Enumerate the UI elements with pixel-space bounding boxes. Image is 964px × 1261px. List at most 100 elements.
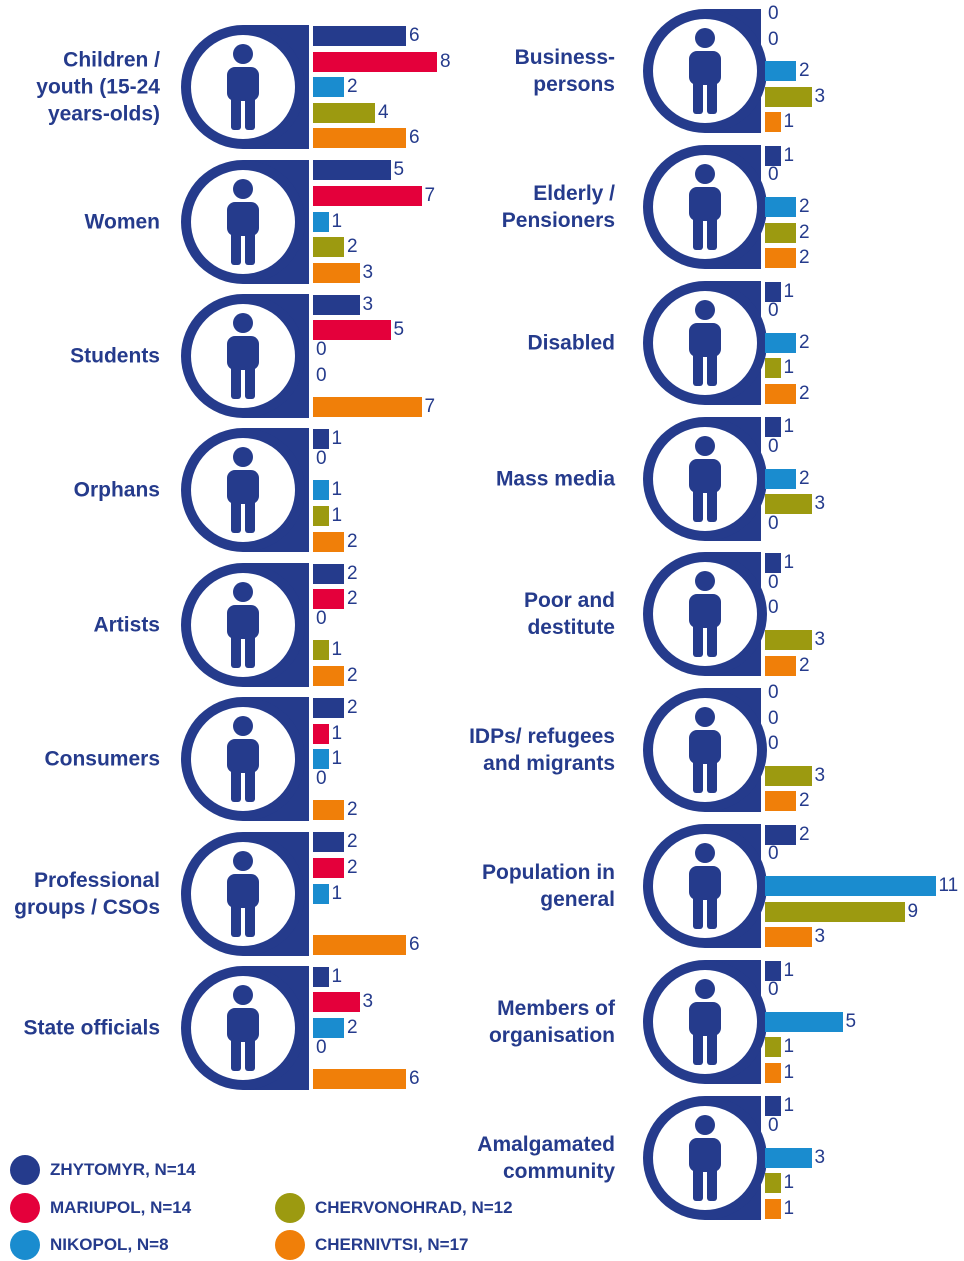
- value-label: 1: [783, 416, 795, 438]
- category-label: Artists: [93, 613, 160, 637]
- category-label: Amalgamated community: [477, 1132, 615, 1183]
- bar: [313, 883, 329, 904]
- legend-swatch: [275, 1193, 305, 1223]
- legend-label: ZHYTOMYR, N=14: [50, 1160, 196, 1179]
- icon: [227, 447, 259, 534]
- value-label: 6: [409, 127, 420, 149]
- icon: [689, 164, 721, 250]
- bar: [313, 186, 422, 206]
- icon: [689, 571, 721, 658]
- bar: [765, 281, 781, 302]
- bar: [765, 791, 796, 812]
- icon-circle: [653, 19, 757, 124]
- icon: [689, 299, 721, 386]
- category-label: Business-persons: [514, 46, 615, 97]
- value-label: 0: [768, 436, 779, 457]
- bar: [313, 429, 329, 450]
- category-label: Members of organisation: [488, 996, 615, 1047]
- icon: [227, 44, 259, 131]
- bar: [313, 102, 375, 123]
- value-label: 2: [347, 799, 358, 821]
- value-label: 2: [347, 562, 358, 584]
- value-label: 1: [783, 144, 795, 166]
- value-label: 1: [783, 111, 795, 133]
- icon: [689, 978, 721, 1065]
- category-label: Elderly / Pensioners: [501, 182, 615, 232]
- legend-item: ZHYTOMYR, N=14: [10, 1155, 196, 1185]
- value-label: 1: [783, 1095, 795, 1117]
- bar: [313, 992, 360, 1013]
- bar: [313, 26, 406, 46]
- icon: [689, 435, 721, 522]
- value-label: 5: [393, 159, 405, 181]
- category-label: Students: [70, 344, 160, 368]
- value-label: 3: [814, 629, 826, 650]
- value-label: 1: [783, 1036, 795, 1058]
- value-label: 1: [783, 1172, 795, 1194]
- bar: [765, 901, 905, 922]
- legend-item: NIKOPOL, N=8: [10, 1230, 169, 1260]
- bar: [765, 765, 812, 786]
- bar: [765, 1198, 781, 1219]
- bar: [765, 553, 781, 574]
- value-label: 1: [331, 722, 343, 744]
- icon-circle: [191, 841, 295, 946]
- value-label: 0: [768, 597, 779, 619]
- legend-item: CHERVONOHRAD, N=12: [275, 1193, 513, 1223]
- value-label: 0: [768, 682, 779, 703]
- value-label: 9: [907, 900, 919, 922]
- value-label: 1: [783, 280, 795, 302]
- icon-circle: [191, 976, 295, 1080]
- value-label: 1: [331, 428, 343, 450]
- icon-circle: [653, 562, 757, 667]
- bar: [765, 1096, 781, 1117]
- value-label: 0: [768, 28, 779, 50]
- icon: [689, 28, 721, 115]
- value-label: 6: [409, 1068, 420, 1090]
- value-label: 1: [331, 748, 343, 770]
- bar: [313, 723, 329, 744]
- value-label: 1: [783, 959, 795, 981]
- bar: [765, 332, 796, 353]
- value-label: 7: [424, 396, 436, 418]
- value-label: 5: [393, 319, 405, 341]
- value-label: 2: [799, 823, 810, 845]
- legend-label: CHERVONOHRAD, N=12: [315, 1198, 513, 1217]
- value-label: 0: [768, 733, 779, 755]
- bar: [765, 876, 936, 896]
- value-label: 1: [783, 1062, 795, 1083]
- icon-circle: [191, 707, 295, 812]
- bar: [313, 397, 422, 418]
- legend-item: CHERNIVTSI, N=17: [275, 1230, 469, 1260]
- value-label: 0: [768, 1115, 779, 1136]
- bar: [313, 589, 344, 610]
- value-label: 1: [783, 357, 795, 379]
- icon-circle: [653, 834, 757, 938]
- bar: [765, 197, 796, 217]
- value-label: 3: [814, 493, 826, 515]
- value-label: 3: [814, 926, 826, 948]
- bar: [313, 640, 329, 661]
- icon-circle: [653, 155, 757, 259]
- bar: [313, 563, 344, 584]
- value-label: 5: [845, 1010, 857, 1032]
- value-label: 4: [378, 101, 389, 123]
- value-label: 2: [799, 221, 810, 243]
- category-label: Poor and destitute: [523, 589, 615, 640]
- bar: [313, 966, 329, 987]
- value-label: 2: [799, 383, 810, 404]
- icon-circle: [191, 572, 295, 677]
- category-label: Disabled: [527, 331, 615, 355]
- bar: [765, 358, 781, 379]
- bar: [313, 128, 406, 149]
- value-label: 6: [409, 25, 420, 46]
- value-label: 2: [799, 654, 810, 676]
- icon: [227, 716, 259, 803]
- bar: [313, 211, 329, 232]
- category-label: Children / youth (15-24 years-olds): [36, 48, 160, 126]
- value-label: 2: [799, 331, 810, 353]
- value-label: 2: [799, 790, 810, 812]
- icon-circle: [653, 969, 757, 1074]
- icon-circle: [191, 438, 295, 543]
- value-label: 2: [347, 76, 358, 98]
